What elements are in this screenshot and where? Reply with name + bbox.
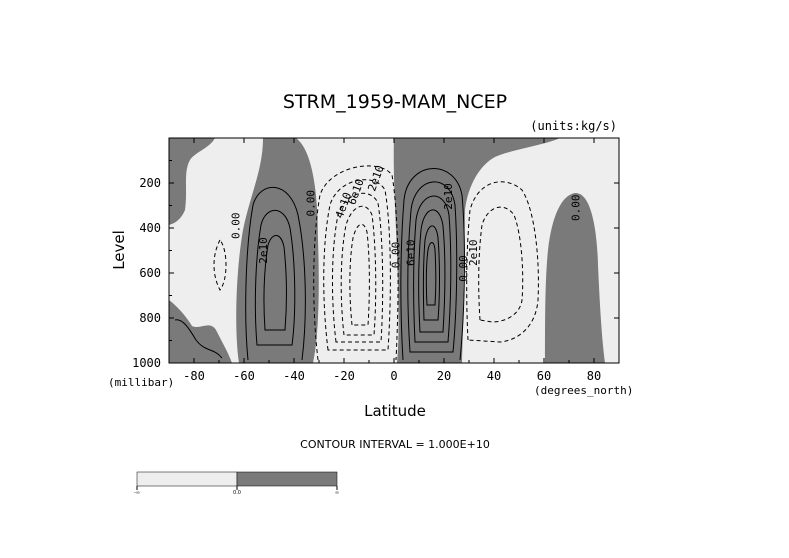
contour-label: 2e10 bbox=[442, 183, 455, 210]
y-unit-label: (millibar) bbox=[108, 376, 174, 389]
contour-label: 0.00 bbox=[390, 242, 403, 269]
contour-label: 6e10 bbox=[405, 240, 418, 267]
y-axis-title: Level bbox=[110, 230, 128, 270]
contour-south-1 bbox=[245, 187, 306, 361]
contour-south-3 bbox=[263, 235, 287, 331]
y-tick-label: 400 bbox=[139, 221, 161, 235]
x-tick-label: -60 bbox=[233, 369, 255, 383]
x-unit-label: (degrees_north) bbox=[534, 384, 633, 397]
contour-north-5 bbox=[422, 225, 440, 321]
y-tick-label: 1000 bbox=[132, 356, 161, 370]
contour-north-neg-1 bbox=[466, 181, 539, 343]
colorbar: -∞ 0.0 ∞ bbox=[134, 471, 339, 496]
contour-label: 0.00 bbox=[305, 190, 318, 217]
units-label: (units:kg/s) bbox=[530, 119, 617, 133]
contour-neg-2 bbox=[323, 179, 391, 351]
chart-title: STRM_1959-MAM_NCEP bbox=[283, 91, 507, 113]
contour-south-neg-small bbox=[213, 239, 227, 291]
colorbar-negative-swatch bbox=[136, 471, 238, 487]
colorbar-label-max: ∞ bbox=[335, 490, 339, 496]
contour-north-6 bbox=[425, 242, 437, 306]
contour-south-2 bbox=[254, 209, 296, 346]
y-tick-label: 800 bbox=[139, 311, 161, 325]
x-tick-label: 0 bbox=[390, 369, 397, 383]
y-tick-label: 200 bbox=[139, 176, 161, 190]
x-tick-label: 40 bbox=[487, 369, 501, 383]
contour-interval-text: CONTOUR INTERVAL = 1.000E+10 bbox=[300, 438, 490, 451]
y-tick-label: 600 bbox=[139, 266, 161, 280]
contour-neg-5 bbox=[349, 223, 370, 326]
contour-north-4 bbox=[418, 209, 446, 333]
contour-label: 0.00 bbox=[457, 255, 470, 282]
x-axis-title: Latitude bbox=[364, 402, 426, 420]
contour-neg-3 bbox=[331, 192, 384, 343]
positive-region-south-cell bbox=[236, 138, 319, 363]
contour-north-2 bbox=[407, 181, 458, 353]
x-tick-label: -80 bbox=[183, 369, 205, 383]
contour-label: 2e10 bbox=[467, 240, 480, 267]
contour-neg-1 bbox=[313, 165, 399, 361]
x-tick-label: 20 bbox=[437, 369, 451, 383]
contour-north-3 bbox=[413, 195, 452, 343]
x-tick-label: -40 bbox=[283, 369, 305, 383]
x-tick-label: 60 bbox=[537, 369, 551, 383]
contour-north-1 bbox=[400, 168, 465, 361]
colorbar-label-zero: 0.0 bbox=[233, 490, 241, 496]
colorbar-label-min: -∞ bbox=[134, 490, 140, 496]
contour-label: 0.00 bbox=[570, 195, 583, 222]
contour-label: 2e10 bbox=[257, 237, 270, 264]
x-tick-label: 80 bbox=[587, 369, 601, 383]
positive-region-north-polar bbox=[545, 192, 605, 363]
positive-region-south-edge bbox=[169, 138, 215, 225]
contour-label: 0.00 bbox=[230, 213, 243, 240]
positive-region-south-surface bbox=[169, 300, 232, 363]
positive-region-north-cell bbox=[393, 138, 560, 363]
contour-south-surface-line bbox=[174, 319, 223, 359]
contour-neg-4 bbox=[340, 205, 377, 336]
x-tick-label: -20 bbox=[333, 369, 355, 383]
colorbar-positive-swatch bbox=[236, 471, 338, 487]
